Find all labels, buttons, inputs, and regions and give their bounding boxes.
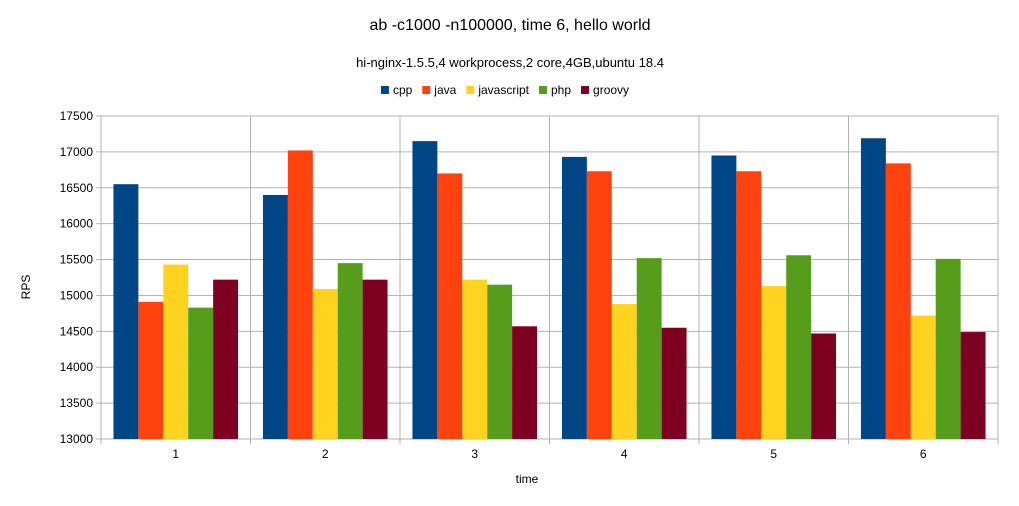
y-tick-label: 15000 bbox=[60, 288, 94, 302]
legend-swatch bbox=[581, 86, 590, 94]
bar-groovy bbox=[661, 327, 687, 439]
bar-java bbox=[287, 150, 313, 439]
x-tick-label: 4 bbox=[621, 447, 628, 461]
bar-php bbox=[487, 284, 513, 439]
legend-swatch bbox=[422, 86, 431, 94]
legend-item: groovy bbox=[581, 83, 629, 97]
bar-java bbox=[736, 171, 762, 439]
y-tick-label: 13000 bbox=[60, 432, 94, 446]
bar-java bbox=[586, 171, 612, 439]
y-tick-label: 17500 bbox=[60, 109, 94, 123]
x-tick-label: 2 bbox=[322, 447, 329, 461]
bar-javascript bbox=[462, 279, 488, 439]
bar-java bbox=[437, 173, 463, 439]
y-tick-label: 16500 bbox=[60, 181, 94, 195]
legend-item: javascript bbox=[466, 83, 530, 97]
x-tick-label: 6 bbox=[920, 447, 927, 461]
legend-label: java bbox=[433, 83, 456, 97]
axes: 13000 13500 14000 14500 15000 15500 16000 16500… bbox=[60, 109, 999, 461]
bar-groovy bbox=[213, 279, 239, 439]
bar-groovy bbox=[512, 326, 538, 439]
bar-cpp bbox=[113, 184, 139, 439]
legend-label: javascript bbox=[477, 83, 529, 97]
grid-lines bbox=[100, 115, 999, 440]
x-tick-label: 1 bbox=[172, 447, 179, 461]
y-tick-label: 16000 bbox=[60, 217, 94, 231]
bar-cpp bbox=[711, 155, 737, 439]
bar-javascript bbox=[761, 286, 787, 439]
y-tick-label: 13500 bbox=[60, 396, 94, 410]
y-axis-label: RPS bbox=[19, 275, 33, 300]
legend: cpp java javascript php groovy bbox=[380, 83, 629, 97]
x-axis-label: time bbox=[516, 472, 539, 486]
y-tick-label: 15500 bbox=[60, 253, 94, 267]
y-tick-label: 14000 bbox=[60, 360, 94, 374]
bar-cpp bbox=[561, 156, 587, 439]
legend-label: groovy bbox=[593, 83, 629, 97]
legend-swatch bbox=[380, 86, 389, 94]
y-tick-label: 14500 bbox=[60, 324, 94, 338]
bar-cpp bbox=[860, 138, 886, 440]
chart-subtitle: hi-nginx-1.5.5,4 workprocess,2 core,4GB,… bbox=[356, 55, 664, 70]
bar-groovy bbox=[811, 333, 837, 439]
bar-cpp bbox=[412, 141, 438, 439]
legend-label: cpp bbox=[393, 83, 413, 97]
bar-php bbox=[188, 307, 214, 439]
bar-cpp bbox=[262, 194, 288, 439]
bar-javascript bbox=[312, 288, 338, 439]
legend-item: java bbox=[422, 83, 457, 97]
bars bbox=[113, 138, 986, 440]
bar-groovy bbox=[362, 279, 388, 439]
bar-javascript bbox=[910, 315, 936, 439]
y-tick-label: 17000 bbox=[60, 145, 94, 159]
legend-swatch bbox=[466, 86, 475, 94]
bar-php bbox=[636, 258, 662, 439]
legend-item: cpp bbox=[380, 83, 413, 97]
bar-java bbox=[885, 163, 911, 439]
bar-php bbox=[337, 263, 363, 439]
bar-groovy bbox=[960, 332, 986, 439]
legend-swatch bbox=[539, 86, 547, 94]
legend-label: php bbox=[551, 83, 571, 97]
chart-title: ab -c1000 -n100000, time 6, hello world bbox=[369, 17, 650, 34]
x-tick-label: 3 bbox=[471, 447, 478, 461]
bar-php bbox=[786, 255, 812, 439]
bar-javascript bbox=[611, 304, 637, 439]
bar-php bbox=[935, 258, 961, 439]
bar-javascript bbox=[163, 264, 189, 439]
bar-java bbox=[138, 301, 164, 439]
x-tick-label: 5 bbox=[770, 447, 777, 461]
legend-item: php bbox=[539, 83, 571, 97]
